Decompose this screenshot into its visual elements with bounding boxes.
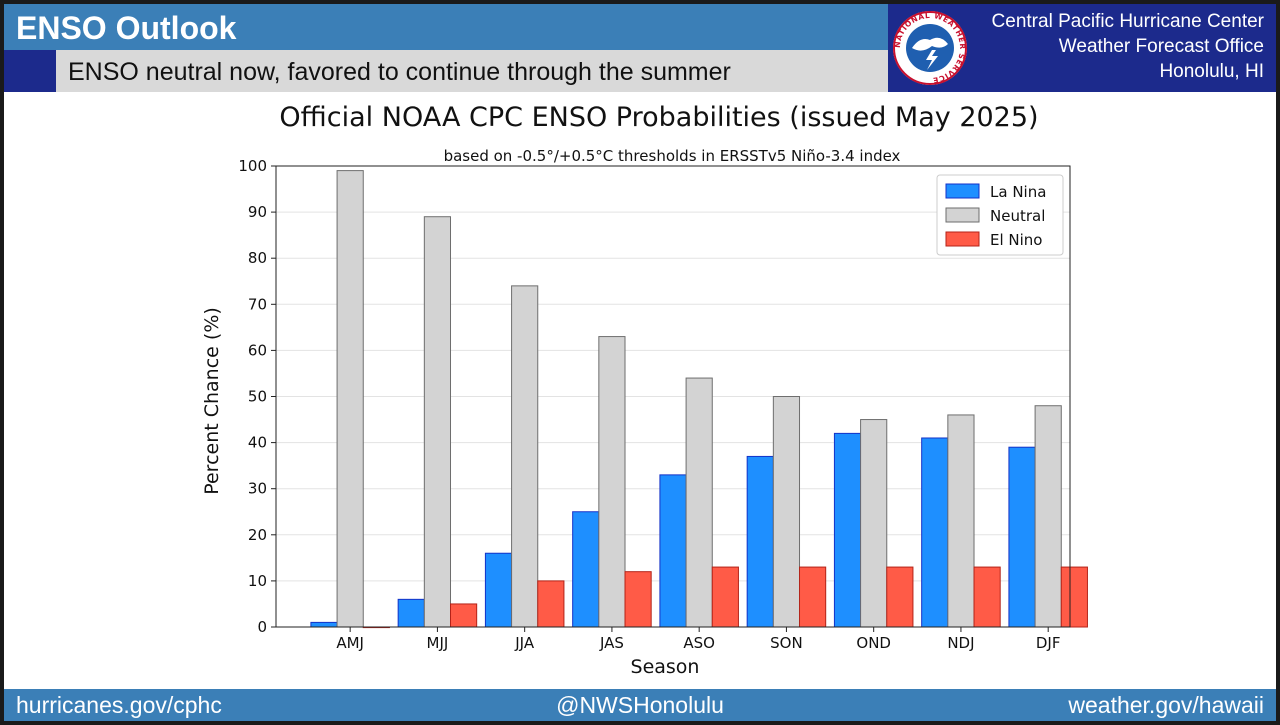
- bar-la-nina-ndj: [921, 437, 949, 628]
- x-tick-label: ASO: [683, 634, 715, 652]
- bar-neutral-ond: [860, 419, 888, 628]
- x-tick-label: MJJ: [427, 634, 449, 652]
- legend-swatch: [945, 231, 980, 247]
- bar-la-nina-jja: [484, 552, 513, 628]
- slide: ENSO Outlook ENSO neutral now, favored t…: [4, 4, 1276, 721]
- org-line-2: Weather Forecast Office: [1058, 36, 1264, 57]
- bar-la-nina-jas: [572, 511, 600, 628]
- footer-link-hawaii[interactable]: weather.gov/hawaii: [1068, 692, 1264, 718]
- legend-label: Neutral: [990, 207, 1045, 225]
- bar-el-nino-mjj: [450, 603, 478, 628]
- bar-la-nina-djf: [1008, 446, 1036, 628]
- x-tick-label: JAS: [599, 634, 624, 652]
- org-line-3: Honolulu, HI: [1159, 61, 1264, 82]
- x-axis-label: Season: [631, 656, 700, 678]
- y-axis-label: Percent Chance (%): [201, 307, 223, 495]
- footer-link-cphc[interactable]: hurricanes.gov/cphc: [16, 692, 222, 718]
- bar-el-nino-jja: [537, 580, 565, 628]
- org-line-1: Central Pacific Hurricane Center: [991, 11, 1264, 32]
- chart-title: Official NOAA CPC ENSO Probabilities (is…: [279, 102, 1038, 133]
- legend-swatch: [945, 183, 980, 199]
- bars: [310, 170, 1088, 629]
- bar-el-nino-djf: [1060, 566, 1088, 628]
- bar-el-nino-son: [799, 566, 827, 628]
- enso-probability-chart: Official NOAA CPC ENSO Probabilities (is…: [201, 102, 1088, 678]
- y-axis-ticks: 0 10 20 30 40 50 60 70 80 90 100: [238, 157, 276, 636]
- x-tick-label: OND: [856, 634, 891, 652]
- subtitle-accent: [4, 50, 56, 92]
- x-tick-label: NDJ: [947, 634, 974, 652]
- slide-subtitle: ENSO neutral now, favored to continue th…: [68, 58, 731, 86]
- y-tick-label: 0: [257, 618, 267, 636]
- legend-label: El Nino: [990, 231, 1043, 249]
- subtitle-bar: ENSO neutral now, favored to continue th…: [56, 50, 888, 92]
- slide-title: ENSO Outlook: [16, 10, 237, 46]
- x-tick-label: DJF: [1036, 634, 1061, 652]
- y-tick-label: 90: [248, 203, 267, 221]
- bar-neutral-son: [772, 396, 801, 628]
- title-bar: ENSO Outlook: [4, 4, 888, 50]
- nws-logo-icon: NATIONAL WEATHER SERVICE: [893, 11, 967, 85]
- bar-la-nina-aso: [659, 474, 687, 628]
- bar-la-nina-amj: [310, 621, 338, 628]
- org-box: NATIONAL WEATHER SERVICE Central Pacific…: [888, 4, 1276, 92]
- footer-bar: hurricanes.gov/cphc @NWSHonolulu weather…: [4, 689, 1276, 721]
- bar-neutral-amj: [336, 170, 364, 628]
- x-tick-label: AMJ: [336, 634, 364, 652]
- bar-neutral-djf: [1034, 405, 1062, 628]
- legend-label: La Nina: [990, 183, 1046, 201]
- chart-subtitle: based on -0.5°/+0.5°C thresholds in ERSS…: [444, 147, 901, 165]
- bar-la-nina-mjj: [397, 598, 425, 628]
- footer-social-handle[interactable]: @NWSHonolulu: [556, 692, 724, 718]
- y-tick-label: 40: [248, 434, 267, 452]
- org-lines: Central Pacific Hurricane Center Weather…: [992, 9, 1264, 84]
- bar-neutral-jas: [598, 336, 626, 628]
- bar-neutral-jja: [511, 285, 539, 628]
- legend-swatch: [945, 207, 980, 223]
- bar-neutral-ndj: [947, 414, 975, 628]
- bar-el-nino-ond: [886, 566, 914, 628]
- y-tick-label: 10: [248, 572, 267, 590]
- y-tick-label: 100: [238, 157, 267, 175]
- y-tick-label: 80: [248, 249, 267, 267]
- y-tick-label: 30: [248, 480, 267, 498]
- y-tick-label: 70: [248, 295, 267, 313]
- y-tick-label: 20: [248, 526, 267, 544]
- bar-la-nina-ond: [833, 432, 862, 628]
- legend: La Nina Neutral El Nino: [936, 174, 1064, 256]
- x-tick-label: SON: [770, 634, 803, 652]
- bar-el-nino-jas: [624, 571, 652, 628]
- bar-neutral-aso: [685, 377, 713, 628]
- y-tick-label: 50: [248, 388, 267, 406]
- bar-la-nina-son: [746, 455, 774, 628]
- y-tick-label: 60: [248, 341, 267, 359]
- x-tick-label: JJA: [514, 634, 535, 652]
- x-axis-ticks: AMJ MJJ JJA JAS ASO SON OND NDJ DJF: [336, 627, 1060, 652]
- bar-neutral-mjj: [423, 216, 452, 628]
- bar-el-nino-ndj: [973, 566, 1001, 628]
- bar-el-nino-aso: [711, 566, 739, 628]
